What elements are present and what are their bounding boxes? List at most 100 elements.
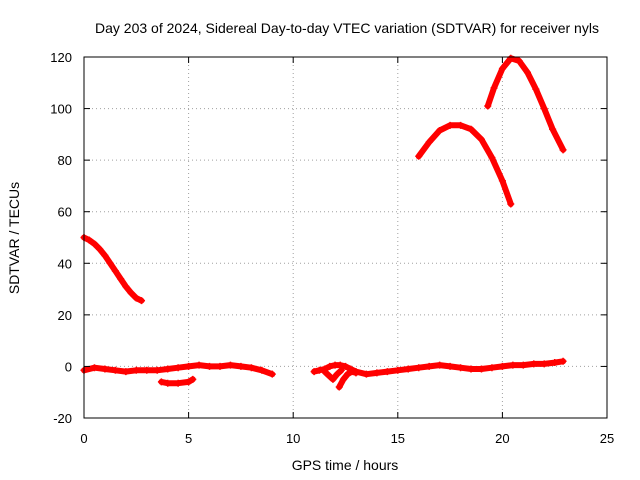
data-point <box>127 289 135 297</box>
data-point <box>185 378 193 386</box>
data-point <box>226 361 234 369</box>
chart-title: Day 203 of 2024, Sidereal Day-to-day VTE… <box>95 20 599 36</box>
data-point <box>333 370 341 378</box>
data-point <box>90 240 98 248</box>
data-point <box>336 361 344 369</box>
data-point <box>164 365 172 373</box>
data-point <box>519 361 527 369</box>
data-point <box>329 375 337 383</box>
y-tick-label: 0 <box>65 359 72 374</box>
data-point <box>344 370 352 378</box>
data-point <box>106 259 114 267</box>
data-point <box>532 85 540 93</box>
data-point <box>488 154 496 162</box>
x-tick-label: 15 <box>391 431 405 446</box>
data-point <box>185 362 193 370</box>
data-point <box>467 125 475 133</box>
data-point <box>85 236 93 244</box>
data-series <box>80 54 567 391</box>
data-point <box>337 366 345 374</box>
data-point <box>122 368 130 376</box>
data-point <box>174 364 182 372</box>
data-point <box>425 138 433 146</box>
data-point <box>415 364 423 372</box>
data-point <box>335 383 343 391</box>
data-point <box>394 366 402 374</box>
data-point <box>189 375 197 383</box>
data-point <box>498 177 506 185</box>
data-point <box>143 366 151 374</box>
plot-frame <box>83 56 608 419</box>
y-tick-label: -20 <box>53 411 72 426</box>
data-point <box>96 245 104 253</box>
data-point <box>247 364 255 372</box>
y-tick-label: 40 <box>58 256 72 271</box>
data-point <box>488 364 496 372</box>
data-point <box>524 68 532 76</box>
data-point <box>509 361 517 369</box>
data-point <box>549 125 557 133</box>
data-point <box>138 297 146 305</box>
data-point <box>352 369 360 377</box>
data-point <box>551 359 559 367</box>
data-point <box>101 365 109 373</box>
data-point <box>484 102 492 110</box>
data-point <box>122 282 130 290</box>
data-point <box>383 368 391 376</box>
data-point <box>117 275 125 283</box>
y-tick-label: 80 <box>58 153 72 168</box>
data-point <box>310 368 318 376</box>
data-point <box>258 366 266 374</box>
data-point <box>515 57 523 65</box>
data-point <box>415 152 423 160</box>
data-point <box>325 371 333 379</box>
data-point <box>111 267 119 275</box>
data-point <box>132 294 140 302</box>
y-tick-label: 60 <box>58 205 72 220</box>
data-point <box>477 365 485 373</box>
data-point <box>157 378 165 386</box>
x-tick-label: 5 <box>185 431 192 446</box>
data-point <box>216 362 224 370</box>
data-point <box>237 362 245 370</box>
data-point <box>206 362 214 370</box>
data-point <box>436 126 444 134</box>
data-point <box>498 362 506 370</box>
data-point <box>498 65 506 73</box>
data-point <box>457 121 465 129</box>
y-tick-label: 20 <box>58 308 72 323</box>
y-tick-label: 100 <box>50 102 72 117</box>
y-axis-label: SDTVAR / TECUs <box>6 182 22 294</box>
grid-lines <box>84 57 607 418</box>
data-point <box>101 252 109 260</box>
data-point <box>373 369 381 377</box>
data-point <box>153 366 161 374</box>
data-point <box>477 136 485 144</box>
series-track-6 <box>415 122 514 207</box>
data-point <box>446 362 454 370</box>
data-point <box>559 146 567 154</box>
data-point <box>425 362 433 370</box>
data-point <box>321 368 329 376</box>
data-point <box>507 54 515 62</box>
x-axis-label: GPS time / hours <box>292 457 399 473</box>
data-point <box>132 366 140 374</box>
data-point <box>326 362 334 370</box>
data-point <box>404 365 412 373</box>
data-point <box>457 364 465 372</box>
series-track-0 <box>81 234 145 304</box>
data-point <box>362 370 370 378</box>
data-point <box>111 366 119 374</box>
data-point <box>436 361 444 369</box>
series-track-7 <box>484 55 567 153</box>
data-point <box>339 375 347 383</box>
x-tick-label: 25 <box>600 431 614 446</box>
data-point <box>268 370 276 378</box>
data-point <box>507 200 515 208</box>
x-tick-label: 0 <box>80 431 87 446</box>
data-point <box>530 360 538 368</box>
data-point <box>315 366 323 374</box>
data-point <box>348 368 356 376</box>
data-point <box>195 361 203 369</box>
